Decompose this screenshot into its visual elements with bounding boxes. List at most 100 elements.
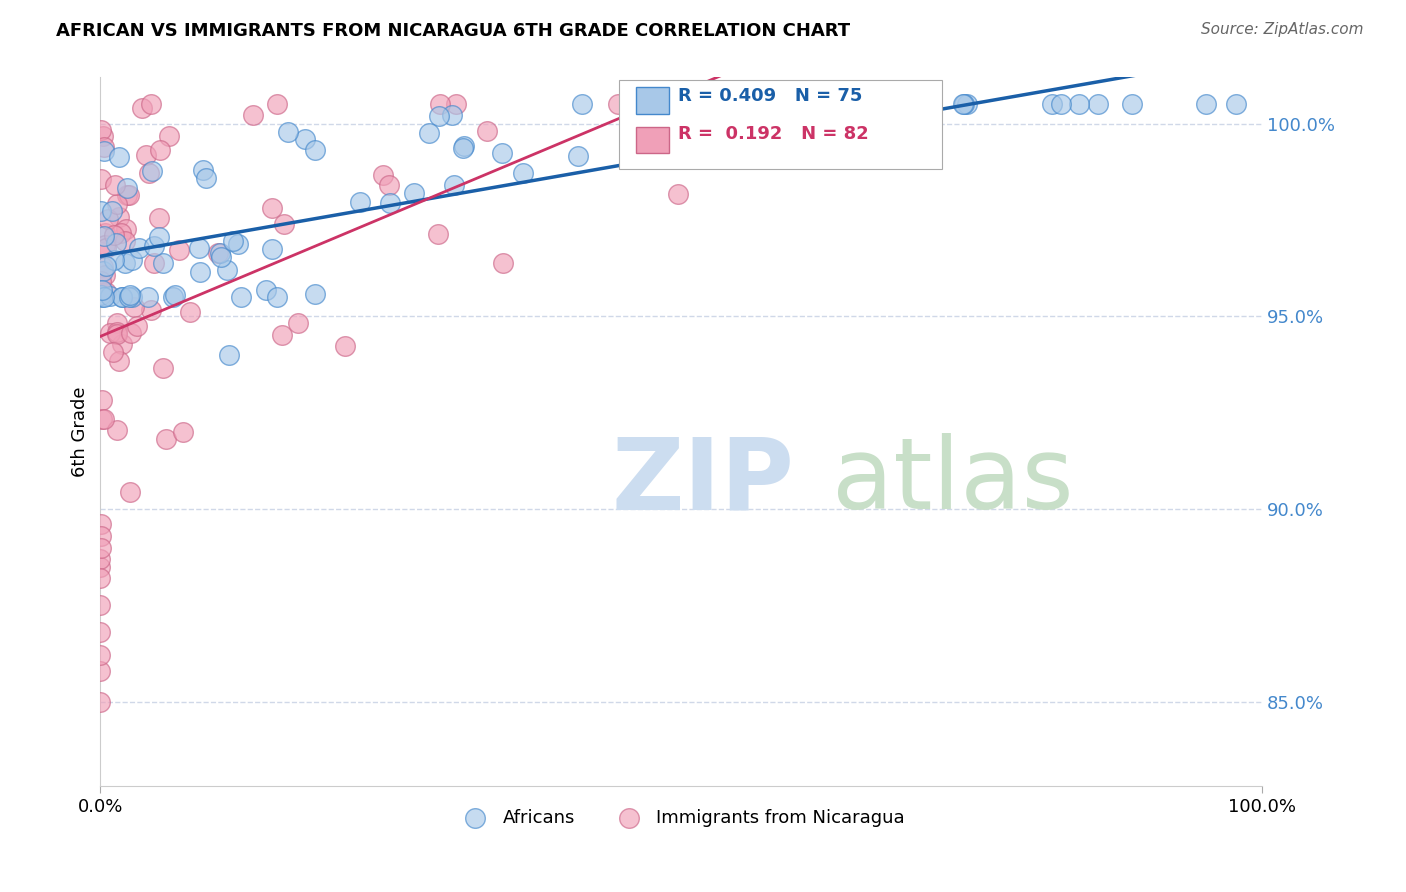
Point [121, 290, 143, 304]
Point [89, 664, 111, 678]
Point [120, 288, 142, 302]
Point [93, 144, 115, 158]
Point [104, 178, 127, 193]
Point [429, 97, 451, 112]
Point [666, 186, 689, 201]
Point [96, 285, 118, 299]
Point [242, 108, 264, 122]
Point [89, 648, 111, 663]
Point [491, 145, 513, 160]
Point [89, 695, 111, 709]
Point [91, 290, 114, 304]
Point [105, 423, 128, 437]
Text: R =  0.192   N = 82: R = 0.192 N = 82 [678, 125, 869, 143]
Point [90, 274, 112, 288]
Point [100, 203, 122, 218]
Text: AFRICAN VS IMMIGRANTS FROM NICARAGUA 6TH GRADE CORRELATION CHART: AFRICAN VS IMMIGRANTS FROM NICARAGUA 6TH… [56, 22, 851, 40]
Point [90, 287, 112, 301]
Point [121, 252, 143, 267]
Point [136, 290, 159, 304]
Point [110, 227, 132, 241]
Point [96, 259, 118, 273]
Point [91, 260, 114, 275]
Point [117, 187, 139, 202]
Point [114, 256, 136, 270]
Point [157, 129, 180, 144]
Point [103, 253, 125, 268]
Point [111, 337, 134, 351]
Point [141, 97, 163, 112]
Point [187, 241, 209, 255]
Point [427, 227, 450, 242]
Point [207, 245, 229, 260]
Text: R = 0.409   N = 75: R = 0.409 N = 75 [678, 87, 862, 104]
Point [172, 425, 194, 440]
Point [304, 287, 326, 301]
Point [571, 97, 593, 112]
Point [152, 361, 174, 376]
Point [107, 354, 129, 368]
Text: ZIP: ZIP [612, 434, 794, 530]
Point [90, 172, 112, 186]
Point [90, 516, 112, 531]
Point [138, 166, 160, 180]
Text: atlas: atlas [832, 434, 1074, 530]
Point [709, 97, 731, 112]
Point [91, 263, 114, 277]
Point [260, 201, 283, 215]
Point [162, 290, 184, 304]
Point [93, 412, 115, 426]
Point [1225, 97, 1247, 112]
Point [89, 559, 111, 574]
Point [567, 149, 589, 163]
Point [728, 149, 751, 163]
Point [756, 109, 779, 123]
Point [745, 97, 768, 112]
Point [418, 126, 440, 140]
Point [155, 432, 177, 446]
Text: Source: ZipAtlas.com: Source: ZipAtlas.com [1201, 22, 1364, 37]
Point [373, 168, 395, 182]
Point [91, 128, 114, 143]
Point [254, 284, 277, 298]
Point [443, 178, 465, 192]
Point [163, 288, 186, 302]
Point [1067, 97, 1090, 112]
Point [195, 171, 218, 186]
Point [179, 305, 201, 319]
Point [262, 242, 284, 256]
Point [131, 101, 153, 115]
Point [98, 326, 121, 340]
Point [266, 290, 288, 304]
Point [444, 97, 467, 112]
Point [266, 97, 288, 112]
Point [333, 339, 356, 353]
Point [1195, 97, 1218, 112]
Point [118, 290, 141, 304]
Point [141, 164, 163, 178]
Point [105, 325, 128, 339]
Point [94, 268, 117, 282]
Point [115, 188, 138, 202]
Point [91, 283, 114, 297]
Y-axis label: 6th Grade: 6th Grade [72, 387, 89, 477]
Point [229, 290, 252, 304]
Point [89, 571, 111, 585]
Point [93, 140, 115, 154]
Point [105, 197, 128, 211]
Point [94, 241, 117, 255]
Legend: Africans, Immigrants from Nicaragua: Africans, Immigrants from Nicaragua [450, 802, 912, 834]
Point [1050, 97, 1073, 112]
Point [93, 290, 115, 304]
Point [120, 326, 142, 340]
Point [271, 328, 294, 343]
Point [952, 97, 974, 112]
Point [90, 204, 112, 219]
Point [209, 250, 232, 264]
Point [607, 97, 630, 112]
Point [404, 186, 426, 201]
Point [89, 599, 111, 613]
Point [222, 234, 245, 248]
Point [96, 212, 118, 227]
Point [142, 256, 165, 270]
